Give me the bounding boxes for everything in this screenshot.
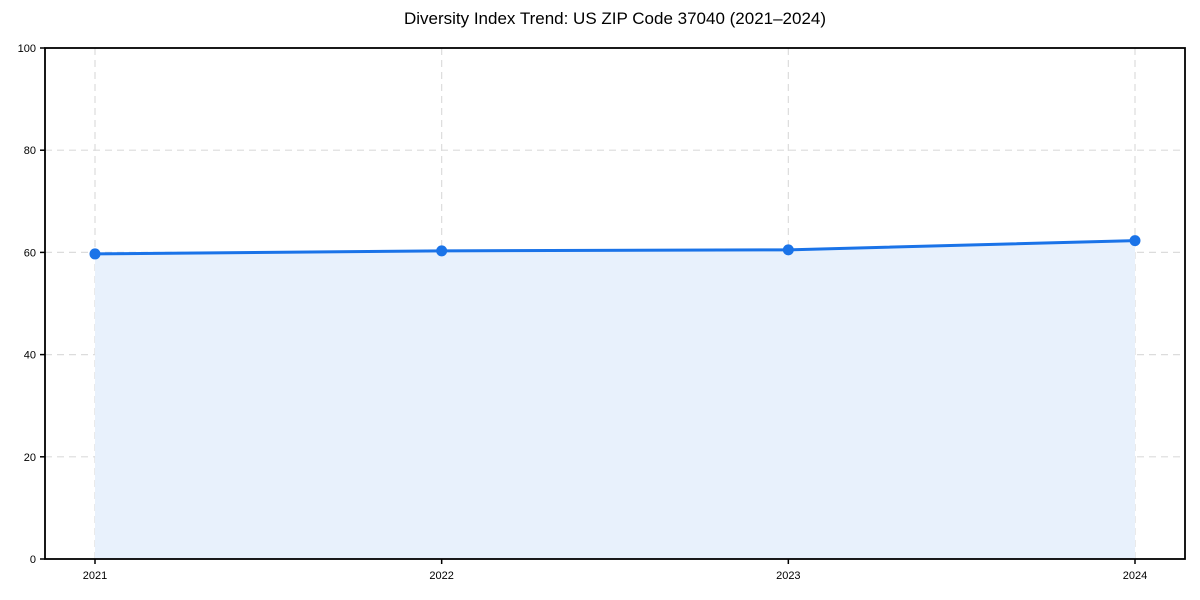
trend-line <box>93 239 1137 256</box>
area-fill <box>95 240 1135 559</box>
x-tick-label: 2022 <box>429 570 453 582</box>
data-point <box>782 244 794 256</box>
chart-title: Diversity Index Trend: US ZIP Code 37040… <box>403 9 827 28</box>
data-point <box>436 245 448 257</box>
data-point <box>1129 235 1141 247</box>
y-tick-label: 100 <box>18 43 36 55</box>
y-tick-label: 80 <box>24 145 36 157</box>
y-tick-label: 0 <box>30 554 36 566</box>
y-tick-label: 40 <box>24 350 36 362</box>
y-tick-label: 60 <box>24 247 36 259</box>
data-point <box>89 248 101 260</box>
x-tick-label: 2021 <box>83 570 107 582</box>
x-tick-label: 2024 <box>1123 570 1147 582</box>
y-tick-label: 20 <box>24 452 36 464</box>
plot-spines <box>44 47 1186 560</box>
x-tick-label: 2023 <box>776 570 800 582</box>
